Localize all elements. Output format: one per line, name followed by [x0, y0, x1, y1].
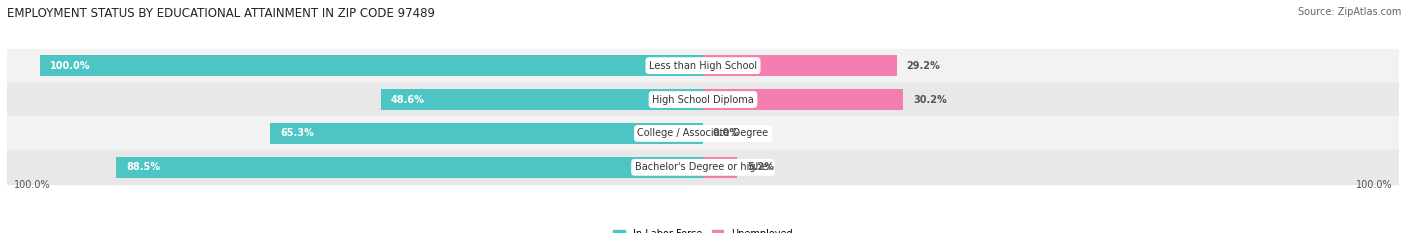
Bar — [270, 123, 703, 144]
Text: 100.0%: 100.0% — [51, 61, 90, 71]
Bar — [117, 157, 703, 178]
Bar — [7, 116, 1399, 150]
Bar — [703, 89, 903, 110]
Bar — [703, 157, 738, 178]
Text: EMPLOYMENT STATUS BY EDUCATIONAL ATTAINMENT IN ZIP CODE 97489: EMPLOYMENT STATUS BY EDUCATIONAL ATTAINM… — [7, 7, 434, 20]
Text: High School Diploma: High School Diploma — [652, 95, 754, 105]
Legend: In Labor Force, Unemployed: In Labor Force, Unemployed — [609, 225, 797, 233]
Text: 30.2%: 30.2% — [912, 95, 946, 105]
Text: College / Associate Degree: College / Associate Degree — [637, 128, 769, 138]
Bar — [381, 89, 703, 110]
Text: 0.0%: 0.0% — [713, 128, 740, 138]
Bar — [703, 55, 897, 76]
Bar — [7, 150, 1399, 184]
Text: 100.0%: 100.0% — [14, 180, 51, 190]
Bar — [7, 49, 1399, 83]
Bar — [7, 83, 1399, 116]
Text: 29.2%: 29.2% — [907, 61, 941, 71]
Bar — [41, 55, 703, 76]
Text: 5.2%: 5.2% — [748, 162, 775, 172]
Text: Source: ZipAtlas.com: Source: ZipAtlas.com — [1298, 7, 1402, 17]
Text: 100.0%: 100.0% — [1355, 180, 1392, 190]
Text: 88.5%: 88.5% — [127, 162, 160, 172]
Text: 48.6%: 48.6% — [391, 95, 425, 105]
Text: Less than High School: Less than High School — [650, 61, 756, 71]
Text: Bachelor's Degree or higher: Bachelor's Degree or higher — [634, 162, 772, 172]
Text: 65.3%: 65.3% — [280, 128, 314, 138]
